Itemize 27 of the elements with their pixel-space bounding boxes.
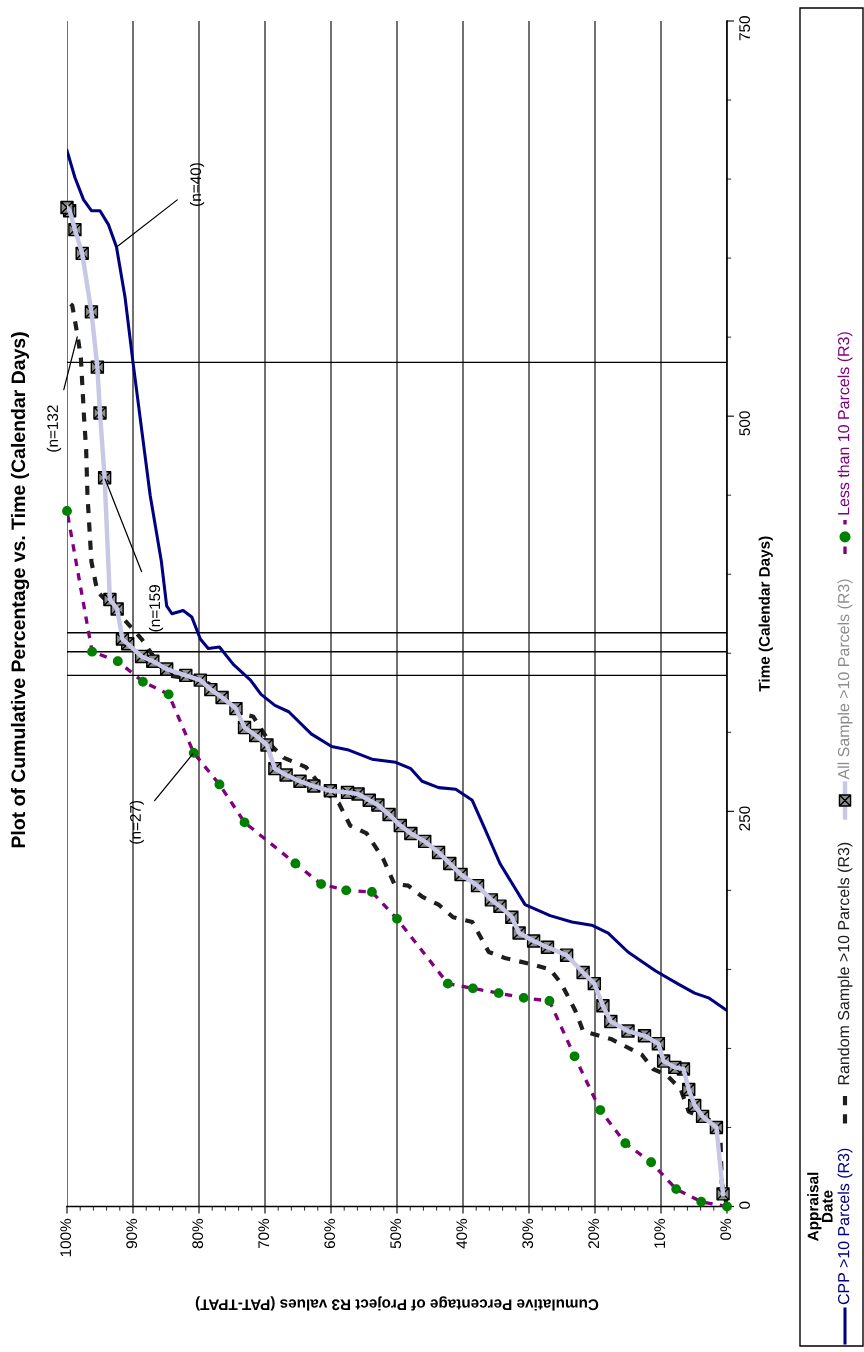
annotation: (n=27) bbox=[129, 800, 144, 844]
y-tick-label: 250 bbox=[739, 806, 751, 831]
annotation: (n=159 bbox=[148, 585, 164, 632]
x-tick-label: 40% bbox=[456, 1218, 468, 1249]
y-tick-label: 500 bbox=[739, 411, 751, 436]
x-tick-label: 60% bbox=[324, 1218, 336, 1249]
x-tick-label: 30% bbox=[522, 1218, 534, 1249]
x-tick-label: 20% bbox=[588, 1218, 600, 1249]
y-axis-title: Time (Calendar Days) bbox=[758, 536, 773, 692]
text: Appraisal Date bbox=[807, 1172, 833, 1241]
x-tick-label: 10% bbox=[654, 1218, 666, 1248]
x-tick-label: 80% bbox=[192, 1218, 204, 1249]
x-tick-label: 50% bbox=[390, 1218, 402, 1249]
x-tick-label: 90% bbox=[126, 1218, 138, 1249]
annotation: (n=132 bbox=[46, 405, 62, 452]
text: Plot of Cumulative Percentage vs. Time (Calendar Days) bbox=[10, 332, 30, 848]
text: Random Sample >10 Parcels (R3) bbox=[837, 842, 853, 1085]
annotation: (n=40) bbox=[189, 163, 205, 206]
text: Less than 10 Parcels (R3) bbox=[837, 332, 853, 515]
x-axis-title: Cumulative Percentage of Project R3 values (PAT-TPAT) bbox=[195, 1296, 599, 1311]
text: All Sample >10 Parcels (R3) bbox=[837, 579, 853, 780]
y-tick-label: 0 bbox=[739, 1201, 751, 1209]
y-tick-label: 750 bbox=[739, 16, 751, 41]
x-tick-label: 100% bbox=[60, 1218, 72, 1257]
x-tick-label: 0% bbox=[720, 1218, 732, 1240]
text: CPP >10 Parcels (R3) bbox=[837, 1148, 853, 1305]
x-tick-label: 70% bbox=[258, 1218, 270, 1249]
